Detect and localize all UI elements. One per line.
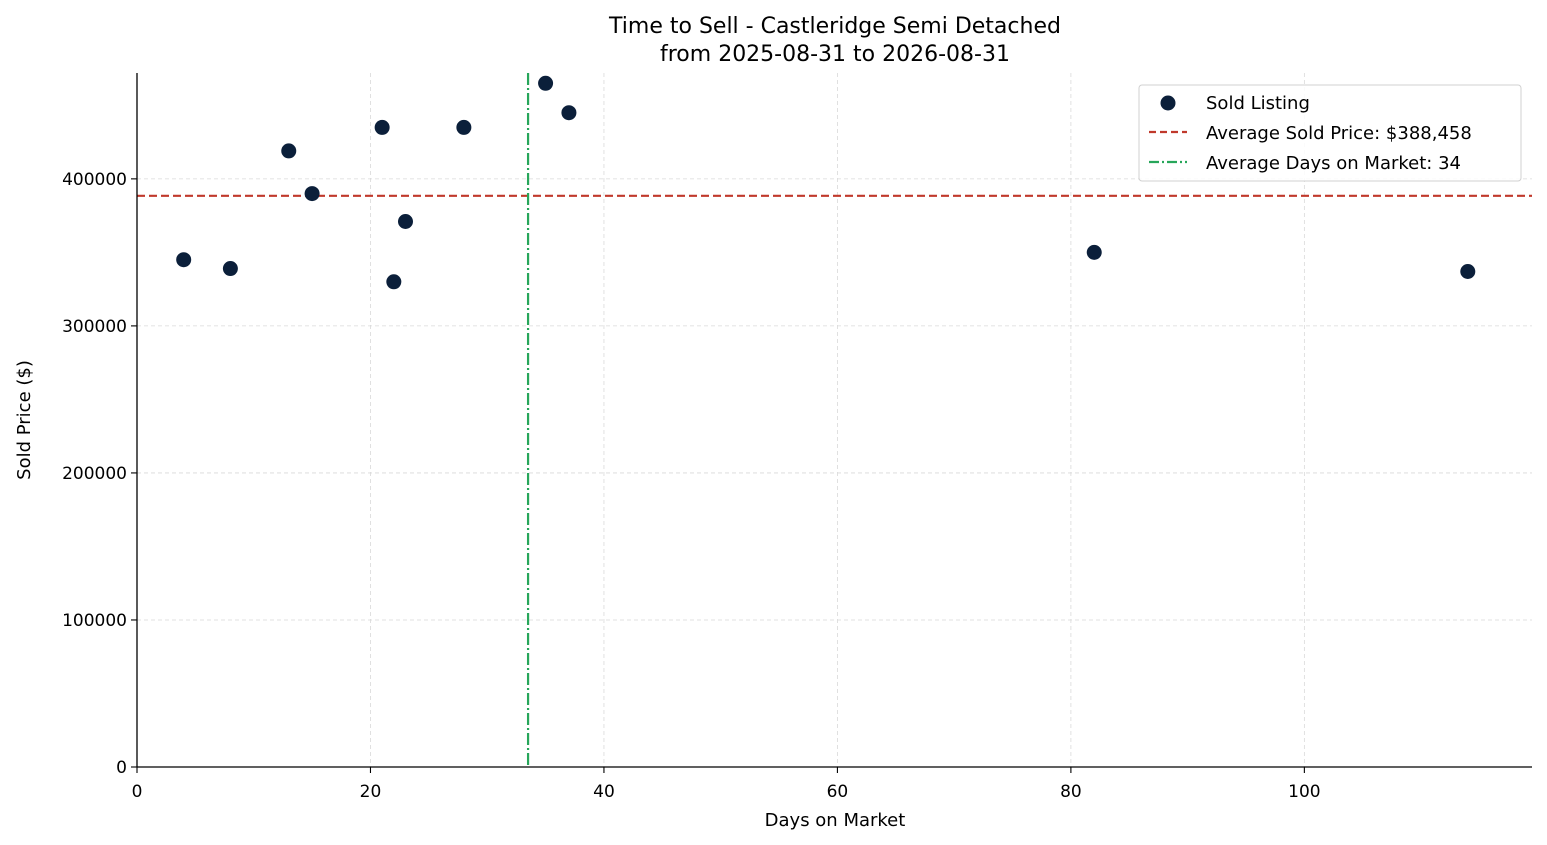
data-point bbox=[222, 261, 238, 277]
x-tick-label: 40 bbox=[593, 782, 615, 802]
legend-marker-sold-listing bbox=[1160, 95, 1176, 111]
data-point bbox=[1460, 263, 1476, 279]
chart-title: Time to Sell - Castleridge Semi Detached bbox=[608, 14, 1061, 39]
y-axis-label: Sold Price ($) bbox=[14, 360, 35, 480]
x-tick-label: 60 bbox=[827, 782, 849, 802]
data-point bbox=[561, 105, 577, 121]
data-point bbox=[304, 186, 320, 202]
x-axis-ticks: 0 20 40 60 80 100 bbox=[132, 767, 1321, 802]
legend-box bbox=[1138, 84, 1522, 182]
x-axis-label: Days on Market bbox=[765, 810, 906, 831]
data-point bbox=[538, 75, 554, 91]
legend-label-sold-listing: Sold Listing bbox=[1206, 93, 1310, 114]
data-point bbox=[397, 214, 413, 230]
x-tick-label: 20 bbox=[360, 782, 382, 802]
data-point bbox=[281, 143, 297, 159]
y-tick-label: 0 bbox=[116, 758, 127, 778]
legend: Sold Listing Average Sold Price: $388,45… bbox=[1138, 84, 1522, 182]
data-points bbox=[176, 75, 1476, 290]
y-axis-ticks: 0 100000 200000 300000 400000 bbox=[62, 170, 137, 778]
y-tick-label: 400000 bbox=[62, 170, 127, 190]
legend-label-average-days: Average Days on Market: 34 bbox=[1206, 153, 1461, 174]
reference-lines bbox=[137, 73, 1532, 767]
y-tick-label: 100000 bbox=[62, 611, 127, 631]
data-point bbox=[374, 119, 390, 135]
data-point bbox=[386, 274, 402, 290]
legend-label-average-price: Average Sold Price: $388,458 bbox=[1206, 123, 1472, 144]
x-tick-label: 0 bbox=[132, 782, 143, 802]
chart-subtitle: from 2025-08-31 to 2026-08-31 bbox=[660, 42, 1010, 67]
x-tick-label: 100 bbox=[1288, 782, 1320, 802]
data-point bbox=[176, 252, 192, 268]
y-tick-label: 200000 bbox=[62, 464, 127, 484]
x-tick-label: 80 bbox=[1060, 782, 1082, 802]
data-point bbox=[456, 119, 472, 135]
y-tick-label: 300000 bbox=[62, 317, 127, 337]
data-point bbox=[1086, 244, 1102, 260]
